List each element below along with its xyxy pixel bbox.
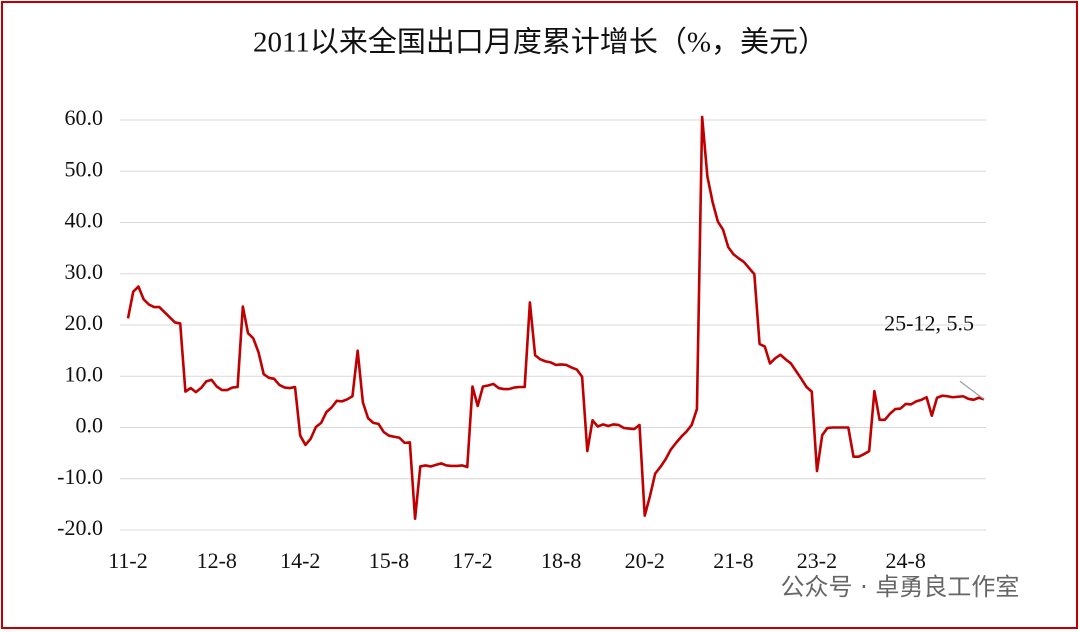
x-tick-label: 21-8 (713, 548, 753, 573)
x-tick-label: 18-8 (541, 548, 581, 573)
y-tick-label: 60.0 (65, 105, 104, 130)
x-tick-label: 24-8 (886, 548, 926, 573)
y-tick-label: 30.0 (65, 259, 104, 284)
series-line (126, 115, 985, 521)
y-tick-label: 40.0 (65, 208, 104, 233)
y-tick-label: 10.0 (65, 361, 104, 386)
x-tick-label: 20-2 (625, 548, 665, 573)
annotation: 25-12, 5.5 (884, 310, 974, 335)
x-tick-label: 12-8 (197, 548, 237, 573)
y-tick-label: 20.0 (65, 310, 104, 335)
x-tick-label: 14-2 (280, 548, 320, 573)
x-tick-label: 11-2 (108, 548, 148, 573)
y-tick-label: -10.0 (57, 464, 103, 489)
y-tick-label: 50.0 (65, 156, 104, 181)
x-tick-label: 15-8 (369, 548, 409, 573)
x-tick-label: 23-2 (797, 548, 837, 573)
watermark: 公众号 · 卓勇良工作室 (781, 573, 1020, 601)
chart-title: 2011以来全国出口月度累计增长（%，美元） (253, 26, 827, 59)
x-tick-label: 17-2 (452, 548, 492, 573)
y-tick-label: 0.0 (76, 413, 104, 438)
y-tick-label: -20.0 (57, 515, 103, 540)
annotation-leader (959, 380, 985, 400)
